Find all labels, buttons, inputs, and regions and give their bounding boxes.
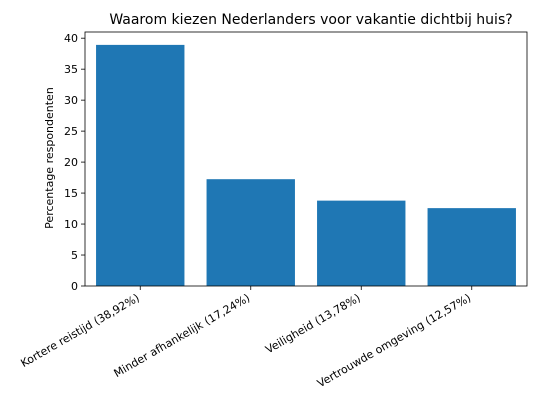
bar [317,200,406,286]
chart-title: Waarom kiezen Nederlanders voor vakantie… [109,12,512,28]
x-tick-label: Kortere reistijd (38,92%) [18,291,141,370]
y-tick-label: 35 [64,63,78,76]
bar [96,44,185,287]
y-tick-label: 20 [64,156,78,169]
plot-area: 0 5 10 15 20 25 30 35 40 Kortere reistijd (38,92%… [18,31,528,390]
y-tick-label: 5 [71,249,78,262]
y-tick-label: 40 [64,32,78,45]
plot-frame [84,31,528,287]
y-tick-label: 30 [64,94,78,107]
bar [427,208,516,286]
bar [206,179,295,286]
y-tick-label: 25 [64,125,78,138]
x-tick-label: Veiligheid (13,78%) [263,291,363,356]
y-axis-label: Percentage respondenten [43,87,56,229]
y-tick-label: 10 [64,218,78,231]
y-tick-label: 15 [64,187,78,200]
y-tick-label: 0 [71,280,78,293]
